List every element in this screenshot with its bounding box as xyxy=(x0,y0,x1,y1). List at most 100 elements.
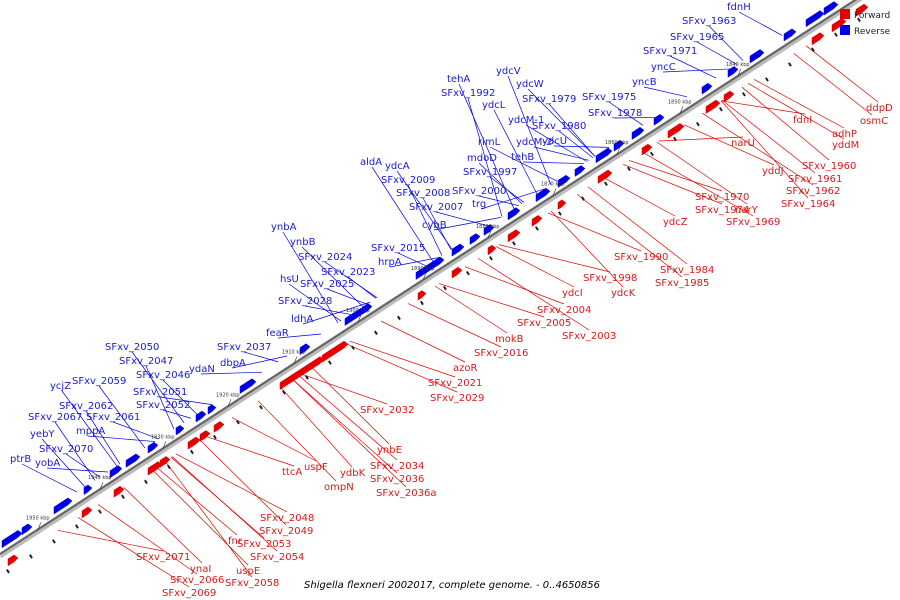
gene-label-sfxv-2069: SFxv_2069 xyxy=(162,588,216,599)
forward-gene-block-16 xyxy=(557,199,567,210)
gene-label-yeby: yebY xyxy=(30,429,55,440)
leader-line-sfxv-2050 xyxy=(131,351,185,423)
leader-line-ycjz xyxy=(61,390,118,467)
strand-marker xyxy=(718,106,723,112)
leader-line-sfxv-2021 xyxy=(349,340,456,378)
gene-label-sfxv-2021: SFxv_2021 xyxy=(428,378,482,389)
forward-gene-block-17 xyxy=(597,169,613,184)
gene-label-sfxv-2009: SFxv_2009 xyxy=(381,175,435,186)
leader-line-sfxv-2028 xyxy=(304,305,352,315)
strand-marker xyxy=(856,17,861,23)
axis-tick-mark xyxy=(357,314,362,323)
legend-forward-swatch xyxy=(840,9,850,19)
strand-marker xyxy=(742,92,746,97)
forward-gene-block-24 xyxy=(855,3,869,17)
reverse-gene-block-9 xyxy=(207,404,217,415)
gene-label-sfxv-2004: SFxv_2004 xyxy=(537,305,591,316)
gene-label-sfxv-2028: SFxv_2028 xyxy=(278,296,332,307)
axis-tick-label: 1850 kbp xyxy=(668,99,692,105)
leader-line-sfxv-2029 xyxy=(345,343,458,393)
reverse-gene-block-14 xyxy=(415,256,445,280)
strand-marker xyxy=(190,449,194,455)
leader-line-sfxv-2009 xyxy=(407,184,443,256)
gene-label-ompn: ompN xyxy=(324,482,354,493)
gene-label-ydci: ydcI xyxy=(562,288,583,299)
leader-line-sfxv-1965 xyxy=(696,41,738,65)
gene-label-fdni: fdnI xyxy=(793,115,812,126)
gene-label-teha: tehA xyxy=(447,74,470,85)
gene-label-ttca: ttcA xyxy=(282,467,302,478)
axis-tick-mark xyxy=(37,522,42,530)
reverse-gene-block-28 xyxy=(749,49,765,64)
gene-label-ydcv: ydcV xyxy=(496,66,521,77)
leader-line-mppa xyxy=(87,435,156,442)
leader-line-sfxv-1970 xyxy=(628,160,723,192)
reverse-gene-block-3 xyxy=(83,484,93,496)
gene-label-sfxv-2007: SFxv_2007 xyxy=(409,202,463,213)
strand-marker xyxy=(833,32,838,37)
gene-label-sfxv-1961: SFxv_1961 xyxy=(788,174,842,185)
axis-tick-label: 1930 kbp xyxy=(151,434,175,440)
gene-label-sfxv-2062: SFxv_2062 xyxy=(59,401,113,412)
leader-line-hrpa xyxy=(389,257,440,268)
reverse-gene-block-18 xyxy=(507,207,521,221)
leader-line-sfxv-2025 xyxy=(326,288,368,305)
gene-label-sfxv-2067: SFxv_2067 xyxy=(28,412,82,423)
gene-label-sfxv-1978: SFxv_1978 xyxy=(588,108,642,119)
gene-label-ydan: ydaN xyxy=(189,364,215,375)
leader-line-ydcl xyxy=(493,109,538,195)
gene-label-yncb: yncB xyxy=(632,77,657,88)
gene-label-sfxv-2024: SFxv_2024 xyxy=(298,252,352,263)
gene-label-ydcm-1: ydcM-1 xyxy=(508,115,544,126)
leader-line-sfxv-2071 xyxy=(57,530,164,552)
leader-line-ptrb xyxy=(21,463,78,493)
leader-line-sfxv-2015 xyxy=(397,252,427,267)
leader-line-sfxv-2032 xyxy=(299,373,388,405)
leader-line-sfxv-2005 xyxy=(438,283,545,318)
leader-line-sfxv-1971 xyxy=(669,55,717,79)
axis-tick-mark xyxy=(162,441,167,449)
gene-label-yddm: yddM xyxy=(832,140,859,151)
reverse-gene-block-11 xyxy=(299,343,311,356)
reverse-gene-block-4 xyxy=(109,465,123,479)
gene-label-sfxv-2049: SFxv_2049 xyxy=(259,526,313,537)
gene-label-yoba: yobA xyxy=(35,458,60,469)
axis-tick-mark xyxy=(487,230,492,238)
leader-line-uspe xyxy=(151,469,249,566)
axis-tick-mark xyxy=(422,272,427,281)
gene-label-ynbb: ynbB xyxy=(290,237,316,248)
forward-gene-block-20 xyxy=(705,99,721,114)
gene-label-ydcl: ydcL xyxy=(482,100,506,111)
leader-line-fnr xyxy=(155,466,238,536)
leader-line-sfxv-1964 xyxy=(720,100,809,199)
leader-line-sfxv-1962 xyxy=(701,112,814,186)
reverse-gene-block-17 xyxy=(483,224,495,236)
strand-marker xyxy=(627,166,631,172)
leader-line-ydci xyxy=(495,246,575,288)
gene-label-sfxv-2054: SFxv_2054 xyxy=(250,552,304,563)
leader-line-ydcv xyxy=(507,75,552,186)
gene-label-sfxv-2036: SFxv_2036 xyxy=(370,474,424,485)
leader-line-sfxv-1969 xyxy=(641,151,754,217)
leader-line-ompn xyxy=(257,400,337,482)
gene-label-ynbe: ynbE xyxy=(377,445,402,456)
reverse-gene-block-1 xyxy=(21,523,33,536)
axis-tick-label: 1940 kbp xyxy=(88,475,112,481)
gene-label-tehb: tehB xyxy=(511,152,534,163)
gene-label-alda: aldA xyxy=(360,157,382,168)
gene-label-sfxv-2034: SFxv_2034 xyxy=(370,461,424,472)
forward-gene-block-2 xyxy=(113,485,125,498)
leader-line-sfxv-1980 xyxy=(558,130,594,159)
leader-line-sfxv-2052 xyxy=(162,409,192,419)
reverse-gene-block-20 xyxy=(557,174,571,188)
leader-line-ynbe xyxy=(310,366,390,445)
leader-line-mokb xyxy=(434,285,508,334)
gene-label-ldha: ldhA xyxy=(291,314,313,325)
gene-label-sfxv-1965: SFxv_1965 xyxy=(670,32,724,43)
strand-marker xyxy=(258,405,263,410)
gene-label-naru: narU xyxy=(731,138,755,149)
forward-gene-block-1 xyxy=(81,506,93,519)
forward-gene-block-13 xyxy=(487,244,497,256)
forward-gene-block-18 xyxy=(641,143,653,156)
axis-tick-label: 1900 kbp xyxy=(346,308,370,314)
